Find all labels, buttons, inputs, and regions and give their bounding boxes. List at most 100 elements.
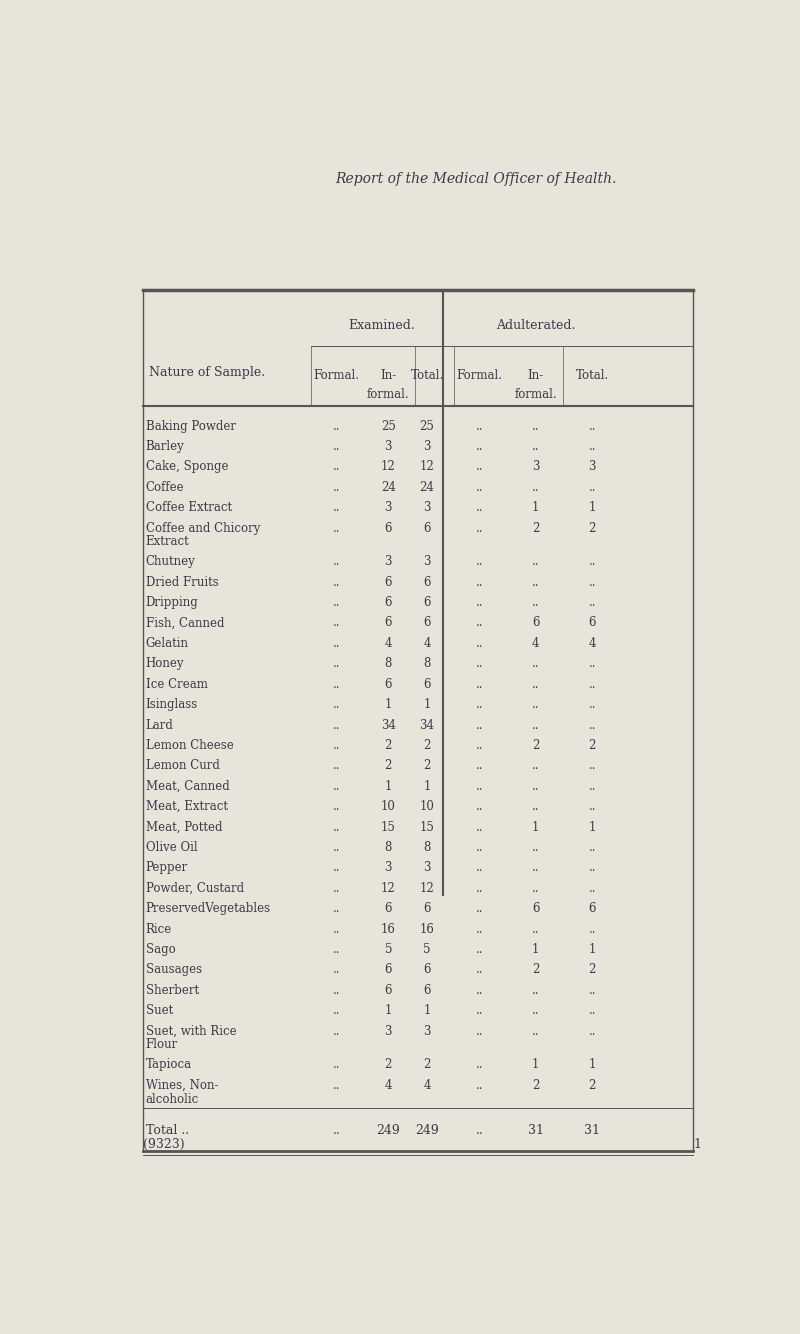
- Text: 31: 31: [584, 1123, 600, 1137]
- Text: ..: ..: [333, 840, 340, 854]
- Text: Sausages: Sausages: [146, 963, 202, 976]
- Text: Meat, Potted: Meat, Potted: [146, 820, 222, 834]
- Text: 2: 2: [423, 759, 430, 772]
- Text: ..: ..: [588, 658, 596, 670]
- Text: PreservedVegetables: PreservedVegetables: [146, 902, 271, 915]
- Text: ..: ..: [476, 800, 483, 814]
- Text: Gelatin: Gelatin: [146, 636, 189, 650]
- Text: ..: ..: [333, 820, 340, 834]
- Text: 1: 1: [589, 502, 596, 514]
- Text: Barley: Barley: [146, 440, 185, 454]
- Text: 15: 15: [420, 820, 434, 834]
- Text: ..: ..: [476, 943, 483, 956]
- Text: 6: 6: [385, 576, 392, 588]
- Text: 6: 6: [423, 576, 430, 588]
- Text: ..: ..: [476, 963, 483, 976]
- Text: ..: ..: [476, 1025, 483, 1038]
- Text: Sherbert: Sherbert: [146, 983, 199, 996]
- Text: Suet, with Rice: Suet, with Rice: [146, 1025, 236, 1038]
- Text: ..: ..: [333, 502, 340, 514]
- Text: ..: ..: [333, 1058, 340, 1071]
- Text: ..: ..: [532, 678, 539, 691]
- Text: (9323): (9323): [143, 1138, 185, 1151]
- Text: In-: In-: [527, 368, 544, 382]
- Text: ..: ..: [476, 983, 483, 996]
- Text: 1: 1: [532, 1058, 539, 1071]
- Text: ..: ..: [588, 759, 596, 772]
- Text: ..: ..: [532, 923, 539, 935]
- Text: 6: 6: [423, 902, 430, 915]
- Text: ..: ..: [588, 440, 596, 454]
- Text: 24: 24: [420, 480, 434, 494]
- Text: ..: ..: [333, 1005, 340, 1017]
- Text: ..: ..: [476, 555, 483, 568]
- Text: ..: ..: [333, 420, 340, 432]
- Text: 1: 1: [589, 1058, 596, 1071]
- Text: ..: ..: [476, 460, 483, 474]
- Text: 3: 3: [385, 502, 392, 514]
- Text: 1: 1: [385, 1005, 392, 1017]
- Text: 1: 1: [423, 698, 430, 711]
- Text: 1: 1: [385, 698, 392, 711]
- Text: ..: ..: [532, 596, 539, 610]
- Text: 6: 6: [423, 522, 430, 535]
- Text: ..: ..: [532, 576, 539, 588]
- Text: Nature of Sample.: Nature of Sample.: [149, 367, 265, 379]
- Text: 4: 4: [385, 636, 392, 650]
- Text: ..: ..: [476, 779, 483, 792]
- Text: 6: 6: [423, 963, 430, 976]
- Text: ..: ..: [476, 1005, 483, 1017]
- Text: ..: ..: [333, 522, 340, 535]
- Text: 16: 16: [420, 923, 434, 935]
- Text: ..: ..: [588, 480, 596, 494]
- Text: 3: 3: [423, 862, 430, 874]
- Text: 6: 6: [385, 678, 392, 691]
- Text: ..: ..: [476, 739, 483, 752]
- Text: ..: ..: [532, 1005, 539, 1017]
- Text: Flour: Flour: [146, 1038, 178, 1051]
- Text: 1: 1: [589, 943, 596, 956]
- Text: Examined.: Examined.: [348, 319, 415, 332]
- Text: Extract: Extract: [146, 535, 190, 548]
- Text: Adulterated.: Adulterated.: [496, 319, 576, 332]
- Text: ..: ..: [333, 576, 340, 588]
- Text: 24: 24: [381, 480, 396, 494]
- Text: ..: ..: [588, 555, 596, 568]
- Text: ..: ..: [333, 862, 340, 874]
- Text: 6: 6: [385, 596, 392, 610]
- Text: 3: 3: [423, 440, 430, 454]
- Text: ..: ..: [476, 759, 483, 772]
- Text: 3: 3: [423, 502, 430, 514]
- Text: 4: 4: [423, 636, 430, 650]
- Text: 34: 34: [419, 719, 434, 731]
- Text: ..: ..: [532, 882, 539, 895]
- Text: ..: ..: [588, 800, 596, 814]
- Text: 4: 4: [385, 1079, 392, 1091]
- Text: 2: 2: [532, 522, 539, 535]
- Text: ..: ..: [333, 963, 340, 976]
- Text: ..: ..: [532, 658, 539, 670]
- Text: ..: ..: [476, 882, 483, 895]
- Text: 3: 3: [532, 460, 539, 474]
- Text: ..: ..: [333, 759, 340, 772]
- Text: Isinglass: Isinglass: [146, 698, 198, 711]
- Text: ..: ..: [532, 862, 539, 874]
- Text: Report of the Medical Officer of Health.: Report of the Medical Officer of Health.: [336, 172, 617, 187]
- Text: ..: ..: [532, 420, 539, 432]
- Text: 4: 4: [588, 636, 596, 650]
- Text: 249: 249: [415, 1123, 439, 1137]
- Text: 2: 2: [532, 739, 539, 752]
- Text: ..: ..: [476, 902, 483, 915]
- Text: Lemon Curd: Lemon Curd: [146, 759, 219, 772]
- Text: ..: ..: [333, 943, 340, 956]
- Text: ..: ..: [532, 698, 539, 711]
- Text: Chutney: Chutney: [146, 555, 195, 568]
- Text: 4: 4: [423, 1079, 430, 1091]
- Text: Cake, Sponge: Cake, Sponge: [146, 460, 228, 474]
- Text: Pepper: Pepper: [146, 862, 188, 874]
- Text: ..: ..: [588, 420, 596, 432]
- Text: 12: 12: [420, 460, 434, 474]
- Text: 6: 6: [423, 616, 430, 630]
- Text: ..: ..: [333, 678, 340, 691]
- Text: ..: ..: [476, 502, 483, 514]
